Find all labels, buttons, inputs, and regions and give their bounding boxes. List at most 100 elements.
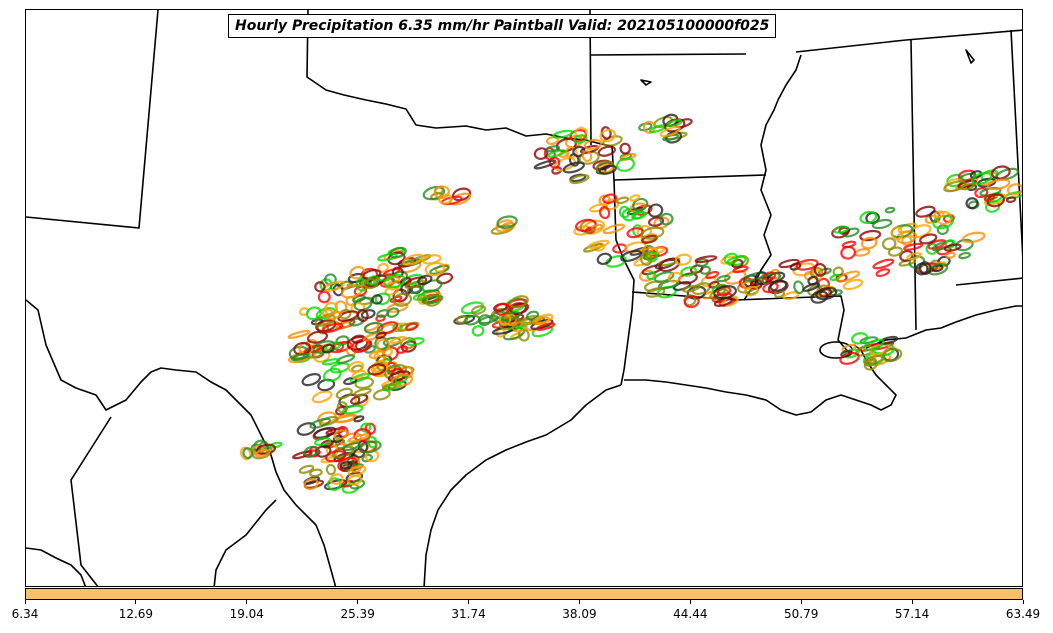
paintball-contour [321, 343, 335, 354]
al-fl-line [955, 277, 1022, 286]
paintball-contour [349, 265, 366, 280]
paintball-contour [367, 363, 387, 376]
paintball-contour [303, 477, 319, 491]
paintball-contour [301, 373, 322, 387]
paintball-contour [574, 126, 588, 138]
paintball-contour [326, 311, 343, 320]
paintball-contour [618, 205, 631, 219]
paintball-contour [957, 169, 977, 182]
la-north [631, 291, 852, 356]
paintball-contour [471, 325, 485, 337]
paintball-contour [906, 252, 922, 261]
paintball-contour [986, 178, 1011, 191]
paintball-contour [347, 474, 363, 486]
paintball-contour [309, 417, 332, 429]
paintball-contour [694, 255, 718, 264]
paintball-contour [854, 248, 871, 257]
paintball-contour [321, 358, 341, 366]
paintball-contour [239, 446, 252, 461]
paintball-contour [583, 138, 603, 151]
paintball-contour [842, 278, 864, 291]
paintball-contour [321, 322, 344, 333]
ar-border [613, 174, 767, 181]
paintball-contour [292, 450, 313, 460]
paintball-contour [314, 437, 331, 447]
paintball-contour [590, 223, 604, 231]
paintball-contour [545, 135, 560, 146]
colorbar-tick-mark [357, 600, 359, 604]
colorbar-tick-mark [135, 600, 137, 604]
paintball-contour [383, 274, 406, 289]
paintball-contour [872, 258, 895, 270]
paintball-contour [499, 316, 521, 331]
paintball-contour [683, 295, 700, 309]
paintball-contour [961, 231, 986, 244]
colorbar [25, 588, 1023, 600]
paintball-contour [325, 463, 337, 476]
paintball-contour [322, 367, 342, 382]
paintball-contour [533, 159, 557, 170]
paintball-contour [762, 281, 779, 294]
paintball-contour [573, 134, 588, 144]
paintball-contour [575, 218, 597, 232]
nm-tx-border [26, 10, 159, 229]
paintball-contour [387, 370, 411, 382]
colorbar-tick-label: 19.04 [229, 607, 264, 621]
paintball-contour [562, 161, 585, 174]
paintball-contour [658, 257, 681, 273]
paintball-contour [569, 174, 590, 185]
paintball-contour [682, 284, 701, 293]
paintball-contour [640, 226, 665, 240]
paintball-contour [412, 293, 426, 301]
paintball-contour [881, 347, 903, 363]
paintball-contour [884, 206, 896, 214]
tx-la-border [613, 179, 635, 386]
paintball-contour [705, 270, 720, 280]
paintball-contour [287, 329, 311, 339]
paintball-contour [343, 376, 358, 386]
paintball-contour [389, 335, 406, 345]
paintball-contour [778, 258, 800, 269]
paintball-contour [349, 479, 366, 490]
paintball-contour [807, 275, 819, 286]
paintball-contour [305, 306, 322, 321]
paintball-contour [405, 337, 425, 347]
paintball-contour [530, 318, 554, 330]
paintball-contour [317, 290, 331, 304]
paintball-contour [659, 212, 674, 226]
paintball-contour [860, 236, 878, 250]
paintball-contour [850, 332, 869, 345]
paintball-contour [341, 283, 364, 299]
al-ga-line [1010, 29, 1022, 257]
paintball-contour [438, 193, 453, 205]
paintball-contour [986, 193, 1006, 208]
paintball-contour [647, 216, 665, 227]
colorbar-tick-label: 44.44 [673, 607, 708, 621]
paintball-contour [347, 465, 367, 477]
paintball-contour [332, 284, 344, 297]
paintball-contour [371, 294, 383, 305]
paintball-contour [391, 373, 414, 387]
paintball-contour [933, 210, 945, 219]
paintball-contour [329, 473, 344, 485]
paintball-contour [810, 290, 829, 304]
paintball-contour [470, 305, 487, 315]
paintball-contour [306, 330, 329, 344]
paintball-contour [268, 441, 283, 449]
paintball-contour [587, 239, 610, 250]
paintball-contour [1006, 183, 1022, 196]
colorbar-tick-mark [578, 600, 580, 604]
paintball-contour [991, 165, 1011, 180]
paintball-contour [878, 335, 899, 345]
paintball-contour [960, 183, 976, 191]
paintball-contour [342, 441, 361, 452]
paintball-contour [958, 251, 972, 260]
paintball-contour [372, 388, 391, 401]
paintball-contour [616, 157, 635, 172]
paintball-contour [644, 280, 663, 292]
paintball-contour [597, 145, 616, 157]
paintball-contour [342, 404, 364, 415]
paintball-contour [602, 135, 623, 147]
paintball-contour [353, 387, 372, 397]
paintball-contour [945, 251, 956, 259]
